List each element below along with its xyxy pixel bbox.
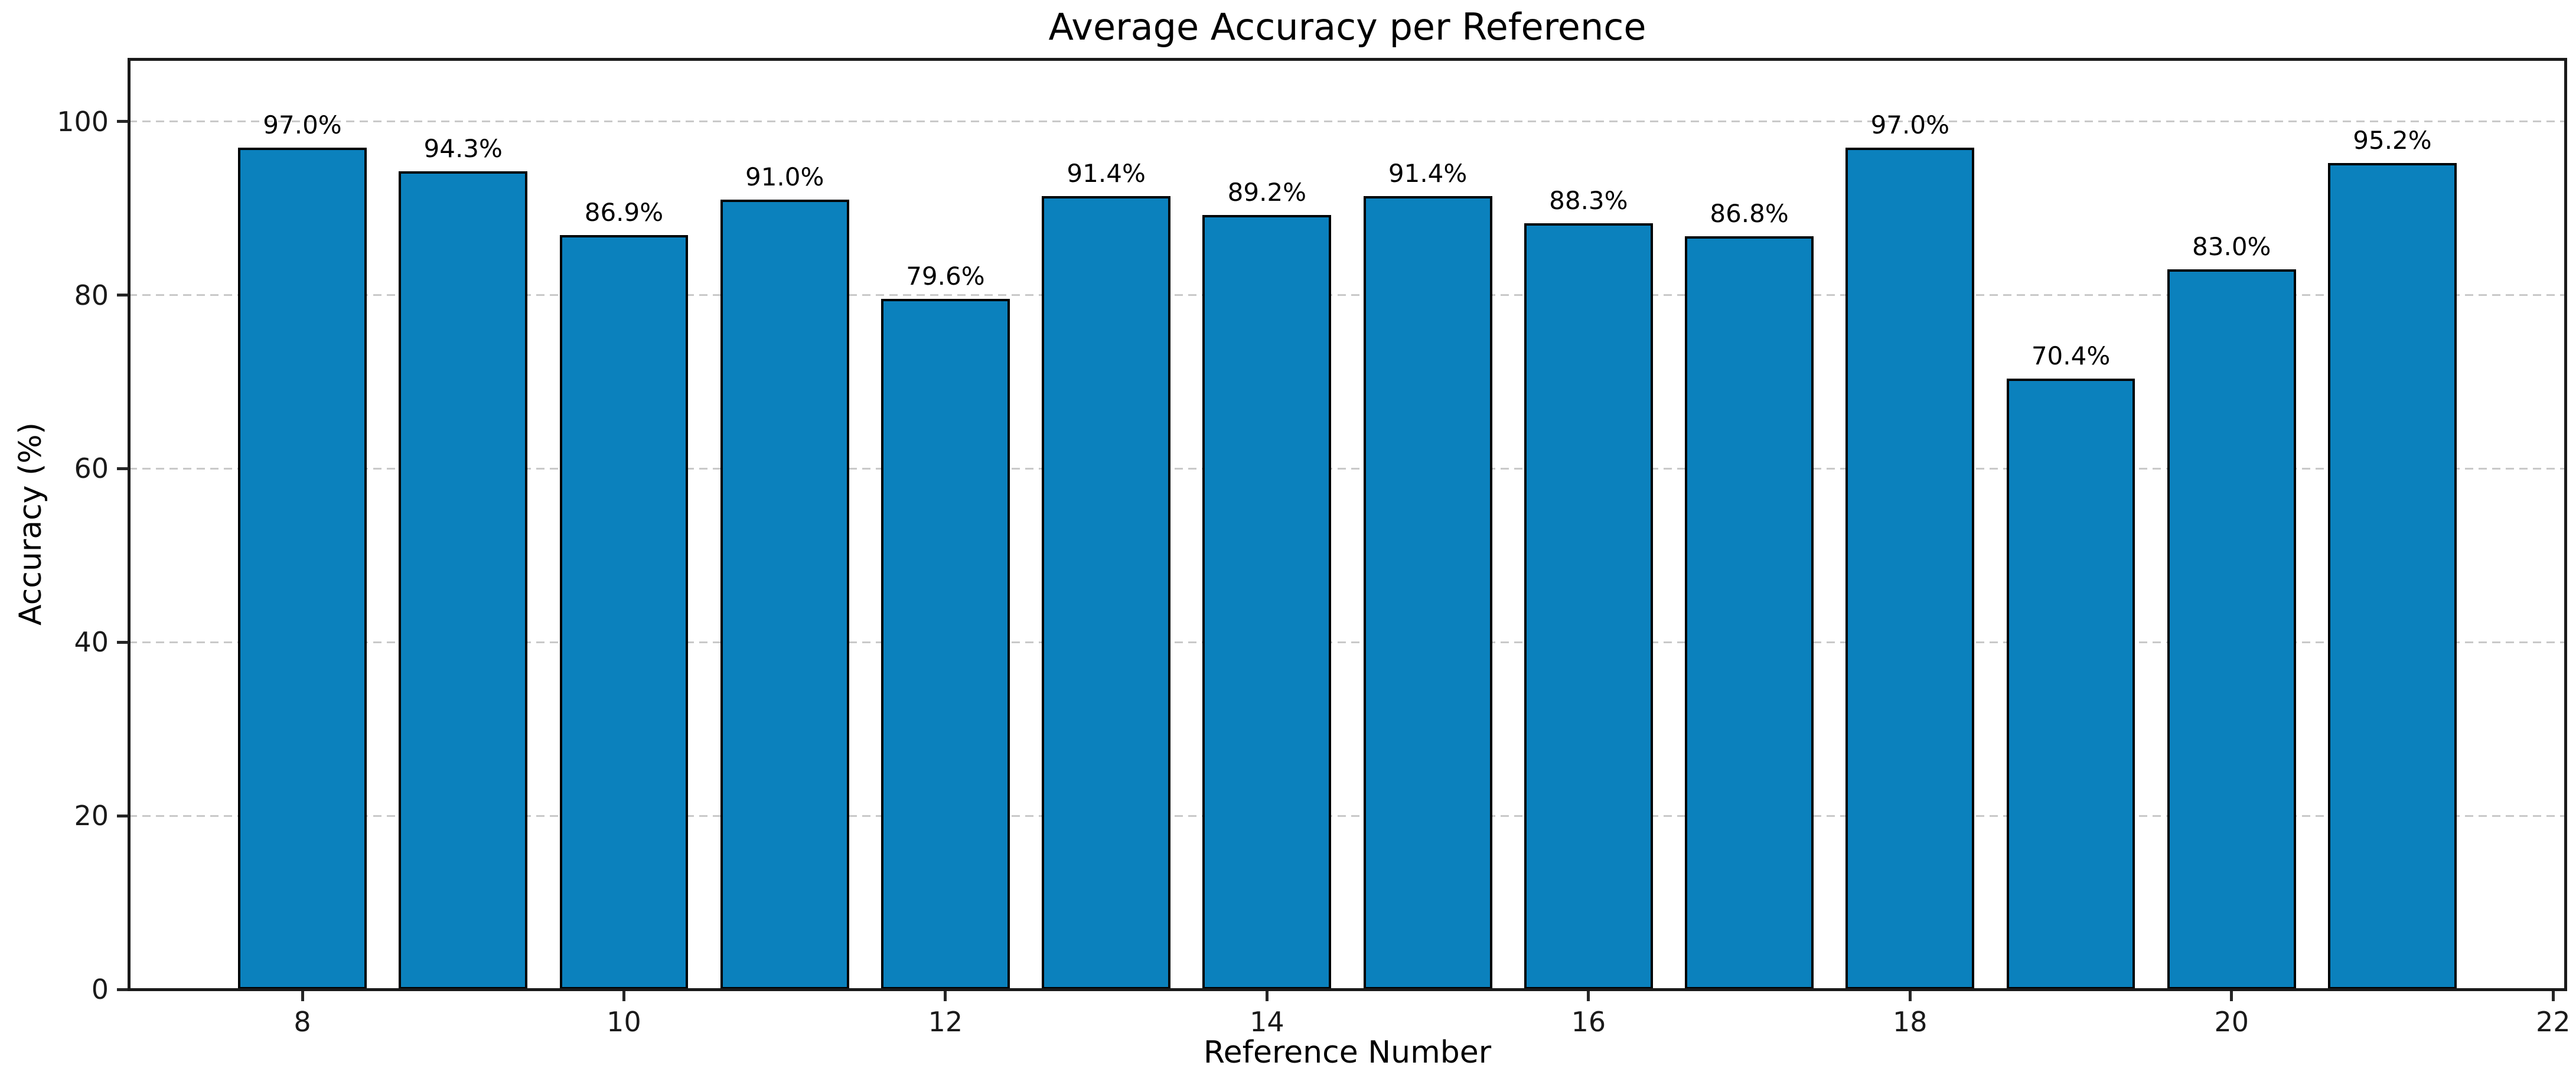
bar xyxy=(399,171,528,989)
left-spine xyxy=(128,58,131,991)
bar-value-label: 88.3% xyxy=(1549,185,1628,215)
bar xyxy=(720,200,849,989)
y-tick-label: 20 xyxy=(74,800,109,832)
x-tick-label: 18 xyxy=(1893,1006,1928,1038)
y-tick-label: 100 xyxy=(57,105,109,138)
y-tick xyxy=(117,294,129,297)
x-tick xyxy=(1265,989,1269,1001)
bar-value-label: 97.0% xyxy=(263,110,342,139)
bar-value-label: 86.8% xyxy=(1710,198,1789,228)
x-tick-label: 20 xyxy=(2214,1006,2249,1038)
x-tick-label: 8 xyxy=(294,1006,311,1038)
x-tick-label: 16 xyxy=(1571,1006,1606,1038)
x-tick xyxy=(2551,989,2555,1001)
y-tick xyxy=(117,988,129,991)
bar xyxy=(1524,223,1653,989)
bar-value-label: 83.0% xyxy=(2192,232,2271,261)
y-tick-label: 80 xyxy=(74,279,109,311)
y-tick xyxy=(117,120,129,123)
y-gridline xyxy=(129,641,2566,643)
bar-value-label: 86.9% xyxy=(584,198,664,227)
x-tick-label: 14 xyxy=(1250,1006,1284,1038)
y-tick-label: 0 xyxy=(91,973,109,1005)
bar xyxy=(2006,378,2135,989)
bottom-spine xyxy=(128,988,2567,991)
bar-value-label: 91.4% xyxy=(1388,159,1468,188)
bar-value-label: 97.0% xyxy=(1870,110,1950,139)
bar xyxy=(1042,196,1171,989)
bar-value-label: 94.3% xyxy=(423,133,503,163)
top-spine xyxy=(128,58,2567,61)
bar xyxy=(559,235,689,989)
bar-value-label: 79.6% xyxy=(906,261,985,291)
bar xyxy=(238,147,367,989)
bar xyxy=(1685,236,1814,989)
y-tick-label: 40 xyxy=(74,626,109,659)
bar-value-label: 89.2% xyxy=(1227,178,1307,207)
bar xyxy=(1363,196,1492,989)
y-tick xyxy=(117,467,129,470)
bar-value-label: 70.4% xyxy=(2031,341,2111,370)
y-gridline xyxy=(129,120,2566,123)
x-axis-label: Reference Number xyxy=(1203,1035,1492,1070)
y-tick-label: 60 xyxy=(74,452,109,485)
x-tick xyxy=(1587,989,1590,1001)
bar xyxy=(1202,215,1332,989)
y-gridline xyxy=(129,815,2566,817)
x-tick xyxy=(622,989,625,1001)
x-tick xyxy=(944,989,947,1001)
x-tick-label: 12 xyxy=(928,1006,963,1038)
bar xyxy=(881,298,1010,989)
bar xyxy=(2167,269,2296,989)
bar xyxy=(1845,147,1975,989)
bar-value-label: 95.2% xyxy=(2353,126,2432,155)
y-tick xyxy=(117,640,129,644)
x-tick-label: 10 xyxy=(606,1006,641,1038)
x-tick xyxy=(301,989,304,1001)
bar xyxy=(2328,163,2457,989)
right-spine xyxy=(2564,58,2567,991)
y-tick xyxy=(117,814,129,817)
bar-value-label: 91.4% xyxy=(1067,159,1146,188)
x-tick xyxy=(1908,989,1912,1001)
x-tick-label: 22 xyxy=(2535,1006,2571,1038)
y-gridline xyxy=(129,294,2566,297)
x-tick xyxy=(2230,989,2233,1001)
plot-area: 97.0% 94.3% 86.9% 91.0% 79.6% 91.4% 89.2% 91.4%… xyxy=(57,58,2570,1038)
y-gridline xyxy=(129,467,2566,470)
chart-title: Average Accuracy per Reference xyxy=(1048,5,1646,48)
bar-value-label: 91.0% xyxy=(745,162,824,191)
